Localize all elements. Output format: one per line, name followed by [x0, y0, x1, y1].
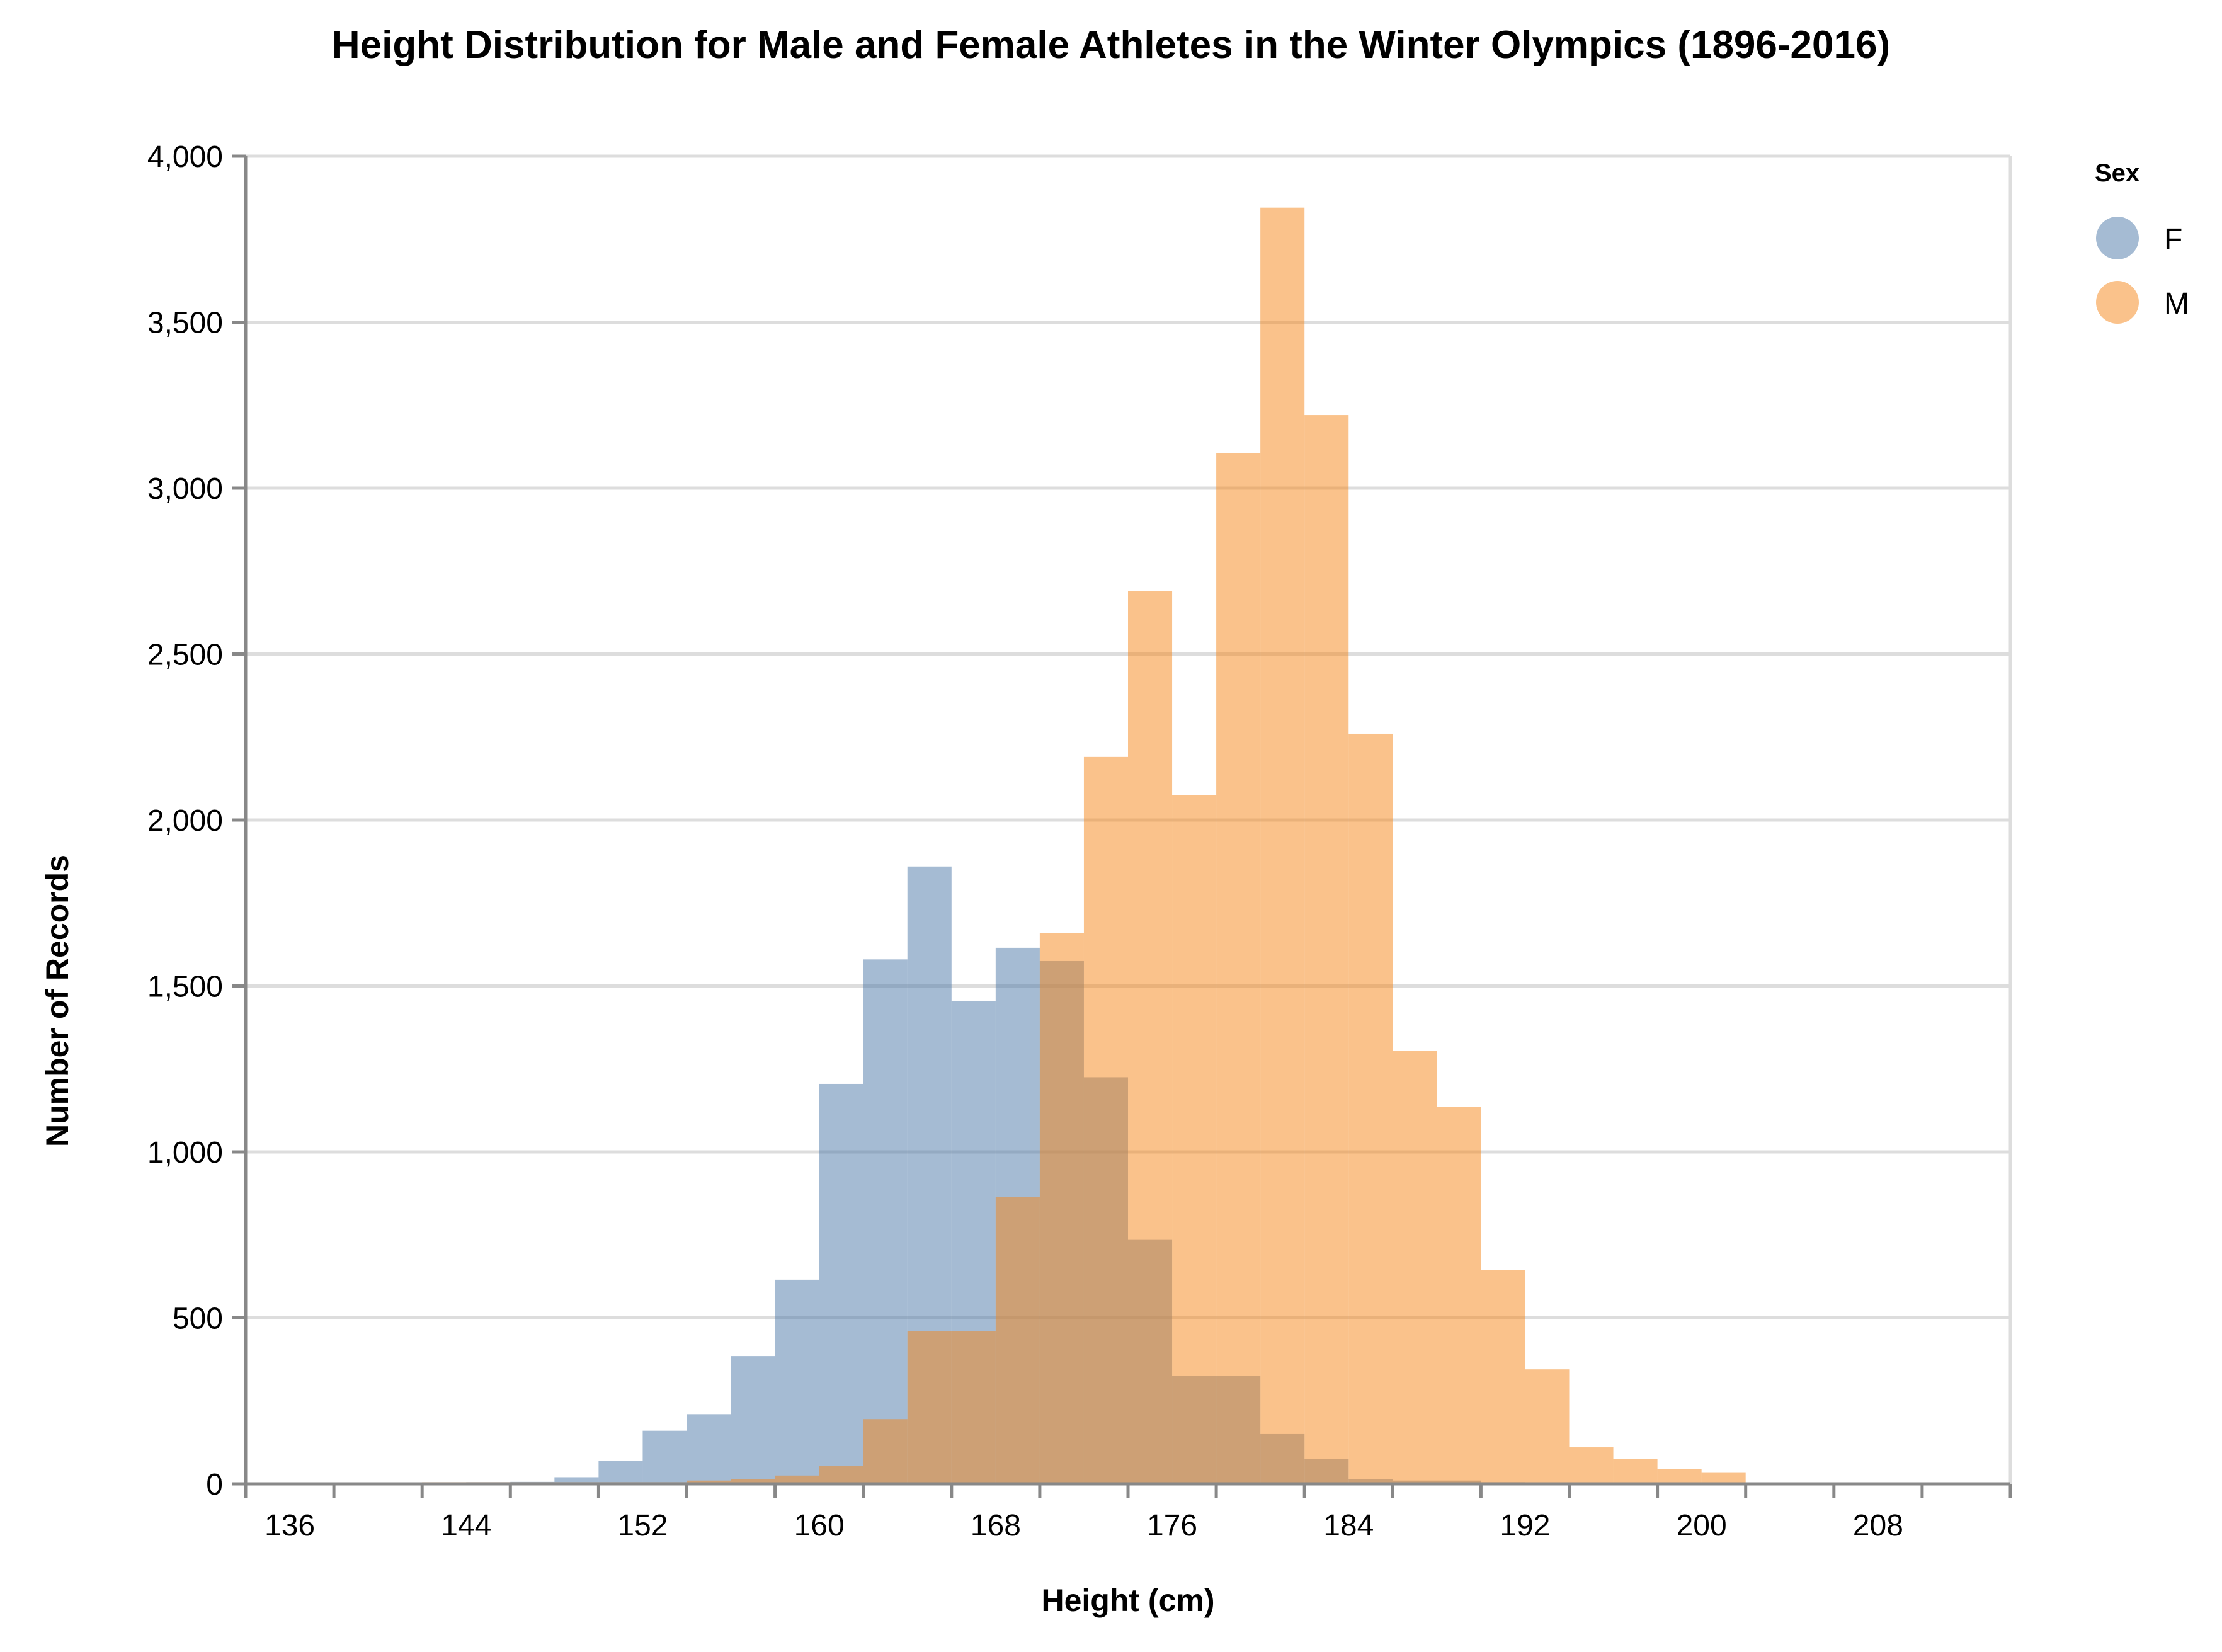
bar-F-160	[819, 1083, 863, 1484]
x-tick-label: 144	[441, 1509, 491, 1542]
bar-M-188	[1437, 1107, 1481, 1484]
bar-F-152	[642, 1430, 687, 1484]
y-tick-label: 4,000	[147, 140, 223, 174]
bar-M-174	[1128, 591, 1173, 1484]
x-tick-label: 168	[971, 1509, 1021, 1542]
bar-M-156	[731, 1479, 775, 1484]
legend-label-F: F	[2164, 223, 2182, 256]
bar-F-148	[554, 1477, 599, 1484]
y-tick-label: 3,000	[147, 472, 223, 506]
bar-M-198	[1657, 1469, 1702, 1484]
bar-M-172	[1083, 756, 1128, 1484]
legend-swatch-M	[2096, 281, 2139, 324]
bar-M-176	[1172, 795, 1217, 1484]
x-tick-label: 152	[617, 1509, 668, 1542]
bar-M-190	[1481, 1270, 1525, 1484]
bar-M-186	[1393, 1051, 1437, 1484]
bar-M-178	[1216, 453, 1261, 1484]
y-tick-label: 1,500	[147, 971, 223, 1004]
legend-swatch-F	[2096, 217, 2139, 259]
bar-M-168	[995, 1197, 1040, 1484]
x-tick-label: 184	[1323, 1509, 1374, 1542]
x-tick-label: 176	[1147, 1509, 1197, 1542]
y-tick-label: 500	[173, 1302, 223, 1336]
legend-title: Sex	[2095, 159, 2139, 187]
bar-M-164	[907, 1331, 952, 1484]
bars	[246, 207, 1922, 1484]
y-tick-label: 2,500	[147, 639, 223, 672]
bar-M-184	[1348, 733, 1393, 1484]
bar-M-200	[1701, 1472, 1746, 1484]
bar-F-154	[687, 1414, 731, 1484]
bar-M-194	[1569, 1447, 1614, 1484]
bar-M-180	[1260, 207, 1305, 1484]
y-tick-label: 2,000	[147, 804, 223, 838]
bar-M-192	[1525, 1369, 1570, 1484]
bar-M-160	[819, 1466, 863, 1484]
y-tick-label: 0	[206, 1468, 223, 1501]
bar-F-162	[863, 959, 908, 1484]
bar-M-170	[1039, 933, 1084, 1484]
bar-F-156	[731, 1356, 775, 1484]
bar-F-150	[598, 1461, 643, 1484]
bar-M-196	[1613, 1459, 1658, 1484]
axes: 0 500 1,000 1,500 2,000 2,500 3,000 3,500 4,000 1…	[147, 140, 2012, 1542]
y-tick-label: 3,500	[147, 307, 223, 340]
x-tick-label: 160	[794, 1509, 845, 1542]
y-axis-title: Number of Records	[40, 855, 75, 1147]
y-tick-label: 1,000	[147, 1136, 223, 1170]
chart-title: Height Distribution for Male and Female …	[332, 23, 1890, 67]
x-tick-label: 136	[265, 1509, 315, 1542]
bar-M-162	[863, 1419, 908, 1484]
bar-M-166	[951, 1331, 996, 1484]
bar-M-154	[687, 1480, 731, 1484]
bar-M-158	[775, 1475, 819, 1484]
x-tick-label: 208	[1853, 1509, 1903, 1542]
legend: Sex FM	[2095, 159, 2189, 324]
bar-F-158	[775, 1279, 819, 1484]
x-tick-label: 200	[1677, 1509, 1727, 1542]
x-tick-label: 192	[1500, 1509, 1550, 1542]
legend-label-M: M	[2164, 287, 2189, 321]
bar-M-182	[1304, 415, 1349, 1484]
series-M	[422, 207, 1922, 1484]
x-axis-title: Height (cm)	[1042, 1583, 1215, 1618]
